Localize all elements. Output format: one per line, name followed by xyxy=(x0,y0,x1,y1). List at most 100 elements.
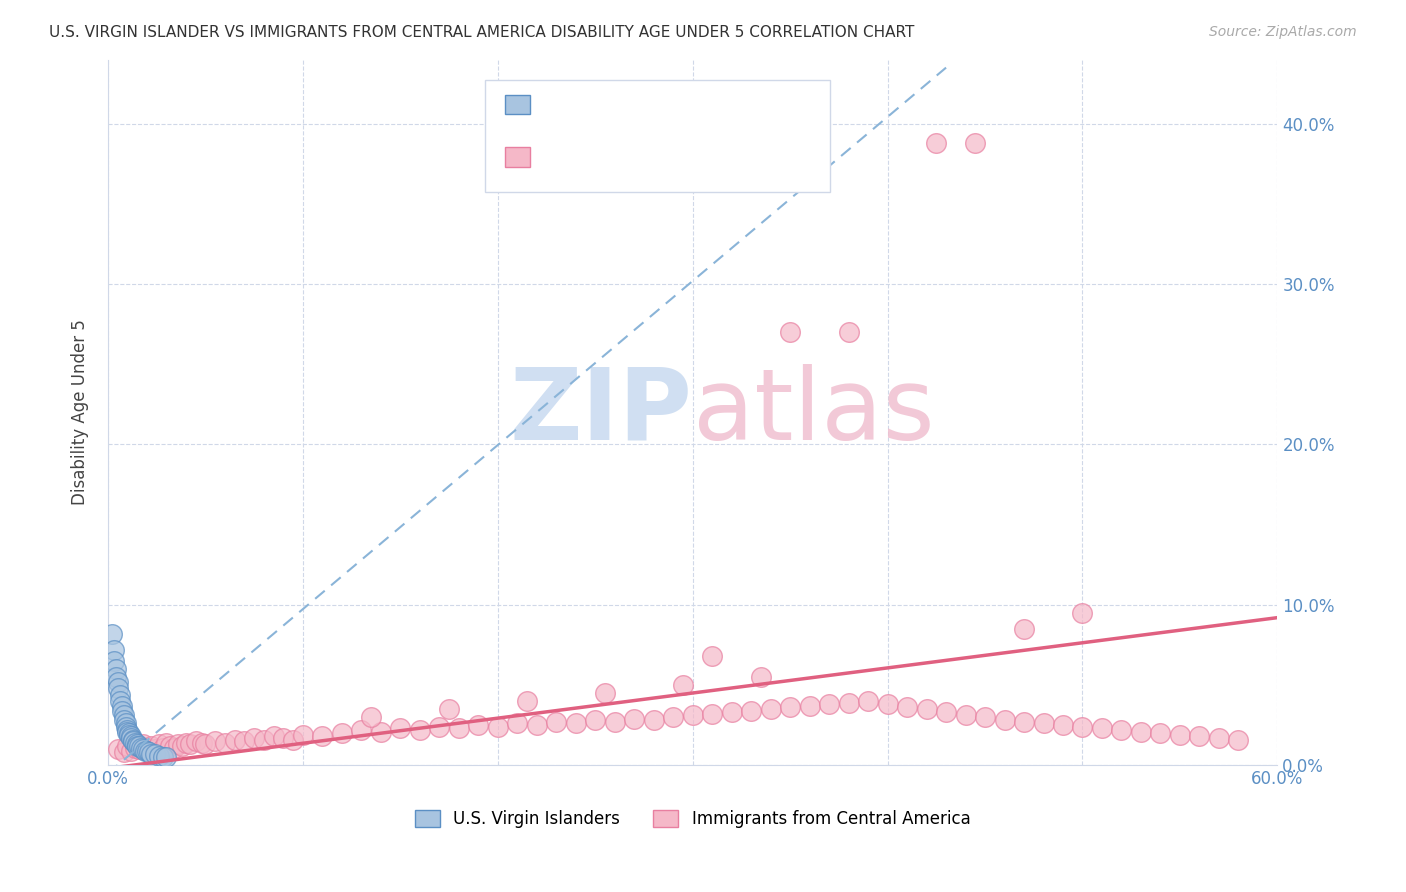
Y-axis label: Disability Age Under 5: Disability Age Under 5 xyxy=(72,319,89,506)
Point xyxy=(128,742,150,756)
Point xyxy=(112,745,135,759)
Point xyxy=(117,724,139,739)
Point xyxy=(856,694,879,708)
Point xyxy=(1071,606,1094,620)
Point xyxy=(682,708,704,723)
Point xyxy=(184,734,207,748)
Point xyxy=(132,737,155,751)
Point xyxy=(273,731,295,745)
Point xyxy=(112,713,135,727)
Text: U.S. VIRGIN ISLANDER VS IMMIGRANTS FROM CENTRAL AMERICA DISABILITY AGE UNDER 5 C: U.S. VIRGIN ISLANDER VS IMMIGRANTS FROM … xyxy=(49,25,914,40)
Point xyxy=(152,740,174,755)
Point xyxy=(1227,732,1250,747)
Point xyxy=(643,713,665,727)
Point xyxy=(720,706,742,720)
Text: ZIP: ZIP xyxy=(510,364,693,461)
Point xyxy=(546,714,568,729)
Point xyxy=(163,740,186,755)
Point xyxy=(159,739,181,753)
Point xyxy=(190,736,212,750)
Point xyxy=(1129,724,1152,739)
Point xyxy=(122,734,145,748)
Point xyxy=(167,737,190,751)
Text: R =: R = xyxy=(537,96,571,112)
Point xyxy=(120,744,142,758)
Point xyxy=(120,729,142,743)
Text: 37: 37 xyxy=(707,96,727,112)
Point xyxy=(127,739,149,753)
Point xyxy=(311,729,333,743)
Point xyxy=(107,674,129,689)
Point xyxy=(702,649,724,664)
Point xyxy=(506,716,529,731)
Point xyxy=(104,662,127,676)
Point xyxy=(107,742,129,756)
Point xyxy=(370,724,392,739)
Point xyxy=(896,700,918,714)
Point xyxy=(623,712,645,726)
Point xyxy=(281,732,304,747)
Point xyxy=(702,706,724,721)
Point xyxy=(838,696,860,710)
Point xyxy=(740,704,762,718)
Point xyxy=(114,716,136,731)
Point xyxy=(118,728,141,742)
Point xyxy=(662,710,685,724)
Point xyxy=(1149,726,1171,740)
Point xyxy=(128,739,150,753)
Point xyxy=(204,734,226,748)
Point xyxy=(799,698,821,713)
Text: 93: 93 xyxy=(707,149,727,164)
Point xyxy=(129,740,152,755)
Point xyxy=(583,713,606,727)
Point xyxy=(263,729,285,743)
Point xyxy=(214,736,236,750)
Point xyxy=(103,642,125,657)
Point xyxy=(117,739,139,753)
Point xyxy=(143,742,166,756)
Point xyxy=(437,702,460,716)
Point xyxy=(233,734,256,748)
Text: 0.332: 0.332 xyxy=(583,96,627,112)
Point xyxy=(409,723,432,737)
Point xyxy=(111,704,134,718)
Point xyxy=(152,750,174,764)
Point xyxy=(486,720,509,734)
Point xyxy=(593,686,616,700)
Point xyxy=(114,720,136,734)
Point xyxy=(915,702,938,716)
Point xyxy=(127,737,149,751)
Point xyxy=(1071,720,1094,734)
Point xyxy=(174,736,197,750)
Point xyxy=(564,716,586,731)
Point xyxy=(467,718,489,732)
Point xyxy=(516,694,538,708)
Point xyxy=(124,740,146,755)
Point xyxy=(155,736,177,750)
Point xyxy=(350,723,373,737)
Point xyxy=(1012,622,1035,636)
Point xyxy=(389,721,412,735)
Point xyxy=(111,698,134,713)
Text: Source: ZipAtlas.com: Source: ZipAtlas.com xyxy=(1209,25,1357,39)
Point xyxy=(118,726,141,740)
Point xyxy=(838,325,860,339)
Point xyxy=(291,728,314,742)
Point xyxy=(1111,723,1133,737)
Point xyxy=(108,694,131,708)
Point xyxy=(136,744,159,758)
Point xyxy=(1032,716,1054,731)
Point xyxy=(1052,718,1074,732)
Text: N =: N = xyxy=(661,149,695,164)
Point xyxy=(117,723,139,737)
Point xyxy=(107,681,129,696)
Text: N =: N = xyxy=(661,96,695,112)
Point xyxy=(104,670,127,684)
Point xyxy=(603,714,626,729)
Point xyxy=(672,678,695,692)
Text: atlas: atlas xyxy=(693,364,935,461)
Point xyxy=(427,720,450,734)
Point xyxy=(330,726,353,740)
Point xyxy=(243,731,266,745)
Text: 0.278: 0.278 xyxy=(583,149,627,164)
